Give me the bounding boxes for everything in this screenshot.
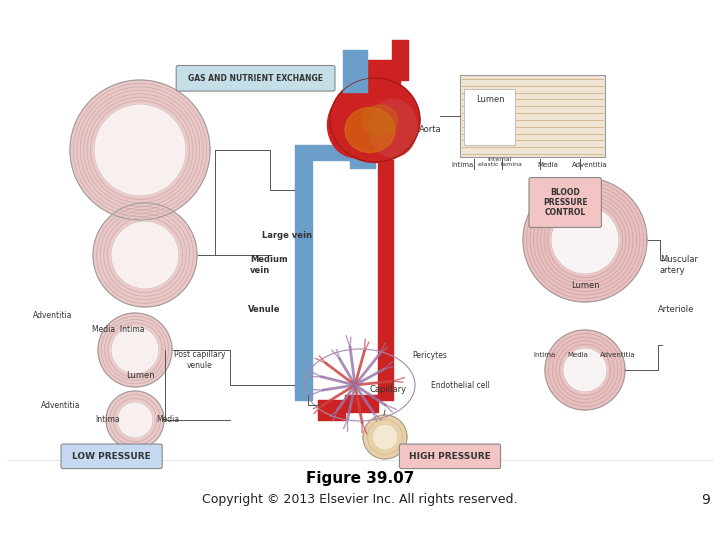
Polygon shape (98, 313, 172, 387)
Text: Pericytes: Pericytes (413, 350, 447, 360)
Text: Internal
elastic lamina: Internal elastic lamina (478, 157, 522, 167)
Polygon shape (363, 415, 407, 459)
Ellipse shape (369, 99, 417, 157)
Text: GAS AND NUTRIENT EXCHANGE: GAS AND NUTRIENT EXCHANGE (188, 74, 323, 83)
Text: Figure 39.07: Figure 39.07 (306, 470, 414, 485)
Bar (464, 89, 515, 145)
Polygon shape (106, 391, 164, 449)
Text: Aorta: Aorta (419, 125, 441, 134)
Ellipse shape (362, 105, 397, 135)
Polygon shape (563, 348, 607, 392)
Polygon shape (545, 330, 625, 410)
Polygon shape (372, 424, 398, 450)
Text: Adventitia: Adventitia (600, 352, 636, 358)
Text: Medium
vein: Medium vein (250, 255, 287, 275)
Polygon shape (111, 221, 179, 289)
Text: BLOOD
PRESSURE
CONTROL: BLOOD PRESSURE CONTROL (543, 187, 588, 218)
Text: Endothelial cell: Endothelial cell (431, 381, 490, 389)
Bar (460, 75, 605, 157)
Text: Intima: Intima (96, 415, 120, 424)
Text: Media: Media (538, 162, 559, 168)
Text: Intima: Intima (452, 162, 474, 168)
FancyBboxPatch shape (61, 444, 162, 469)
Text: Intima: Intima (534, 352, 556, 358)
Text: HIGH PRESSURE: HIGH PRESSURE (409, 452, 491, 461)
Text: Adventitia: Adventitia (32, 310, 72, 320)
FancyBboxPatch shape (176, 65, 335, 91)
Text: Muscular
artery: Muscular artery (660, 255, 698, 275)
Text: Adventitia: Adventitia (40, 401, 80, 409)
Text: Media: Media (567, 352, 588, 358)
Polygon shape (551, 206, 619, 274)
FancyBboxPatch shape (400, 444, 500, 469)
Text: Adventitia: Adventitia (572, 162, 608, 168)
Text: Arteriole: Arteriole (658, 306, 694, 314)
Text: Media: Media (156, 415, 179, 424)
Polygon shape (111, 326, 159, 374)
Text: Large vein: Large vein (262, 231, 312, 240)
Text: Lumen: Lumen (571, 280, 599, 289)
Text: Copyright © 2013 Elsevier Inc. All rights reserved.: Copyright © 2013 Elsevier Inc. All right… (202, 494, 518, 507)
Text: Media  Intima: Media Intima (91, 326, 144, 334)
Text: 9: 9 (701, 493, 710, 507)
Text: Lumen: Lumen (126, 370, 154, 380)
Polygon shape (70, 80, 210, 220)
Ellipse shape (345, 107, 395, 152)
FancyBboxPatch shape (529, 178, 601, 227)
Text: Post capillary
venule: Post capillary venule (174, 350, 226, 370)
Polygon shape (94, 104, 186, 196)
Polygon shape (93, 203, 197, 307)
Text: Venule: Venule (248, 306, 281, 314)
Polygon shape (117, 402, 153, 438)
Ellipse shape (330, 78, 420, 163)
Text: Lumen: Lumen (476, 96, 504, 105)
Polygon shape (523, 178, 647, 302)
Ellipse shape (328, 92, 382, 158)
Text: LOW PRESSURE: LOW PRESSURE (72, 452, 151, 461)
Text: Capillary: Capillary (369, 386, 407, 395)
